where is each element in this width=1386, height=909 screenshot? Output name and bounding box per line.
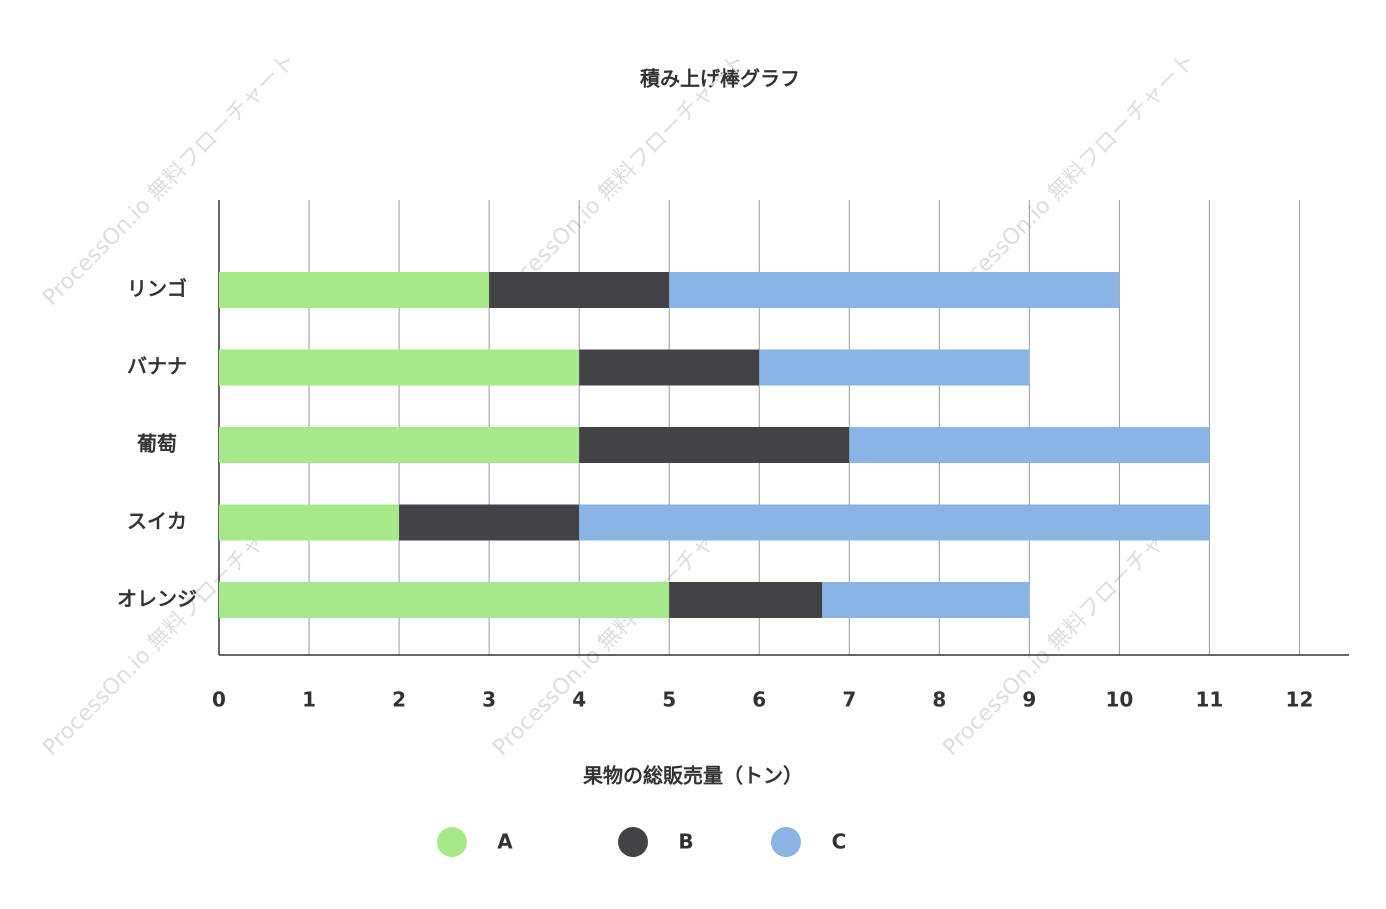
x-tick-label: 9 xyxy=(1022,688,1036,712)
legend-swatch xyxy=(437,827,467,857)
bar-segment xyxy=(399,504,580,541)
bar-segment xyxy=(219,272,490,308)
bar-segment xyxy=(669,272,1120,308)
x-tick-label: 11 xyxy=(1196,688,1224,712)
bar-segment xyxy=(489,272,670,308)
x-tick-label: 12 xyxy=(1286,688,1314,712)
x-tick-label: 1 xyxy=(302,688,316,712)
watermark: ProcessOn.io 無料フローチャート xyxy=(38,48,300,310)
y-tick-label: スイカ xyxy=(127,509,187,533)
legend-swatch xyxy=(618,827,648,857)
x-tick-label: 3 xyxy=(482,688,496,712)
x-tick-label: 7 xyxy=(842,688,856,712)
y-tick-label: オレンジ xyxy=(117,587,197,611)
bar-segment xyxy=(219,349,580,386)
bar-segment xyxy=(219,504,400,541)
watermark: ProcessOn.io 無料フローチャート xyxy=(938,48,1200,310)
y-tick-label: バナナ xyxy=(127,354,187,378)
chart-title: 積み上げ棒グラフ xyxy=(640,67,800,91)
y-tick-label: 葡萄 xyxy=(136,432,177,456)
watermark: ProcessOn.io 無料フローチャート xyxy=(488,48,750,310)
bar-segment xyxy=(669,582,823,618)
legend-label: C xyxy=(832,830,847,854)
legend-label: A xyxy=(497,830,513,854)
bar-segment xyxy=(849,427,1210,463)
x-axis-label: 果物の総販売量（トン） xyxy=(583,764,803,788)
x-tick-label: 8 xyxy=(932,688,946,712)
x-tick-label: 6 xyxy=(752,688,766,712)
x-tick-label: 5 xyxy=(662,688,676,712)
bar-segment xyxy=(579,349,760,386)
bar-segment xyxy=(579,504,1210,541)
x-tick-label: 4 xyxy=(572,688,586,712)
x-tick-label: 2 xyxy=(392,688,406,712)
bar-segment xyxy=(822,582,1030,618)
legend-label: B xyxy=(678,830,693,854)
x-tick-label: 10 xyxy=(1105,688,1133,712)
y-tick-label: リンゴ xyxy=(127,277,187,301)
legend-swatch xyxy=(771,827,801,857)
x-tick-label: 0 xyxy=(212,688,226,712)
bar-segment xyxy=(579,427,850,463)
bar-segment xyxy=(219,582,670,618)
bar-segment xyxy=(759,349,1030,386)
bar-segment xyxy=(219,427,580,463)
